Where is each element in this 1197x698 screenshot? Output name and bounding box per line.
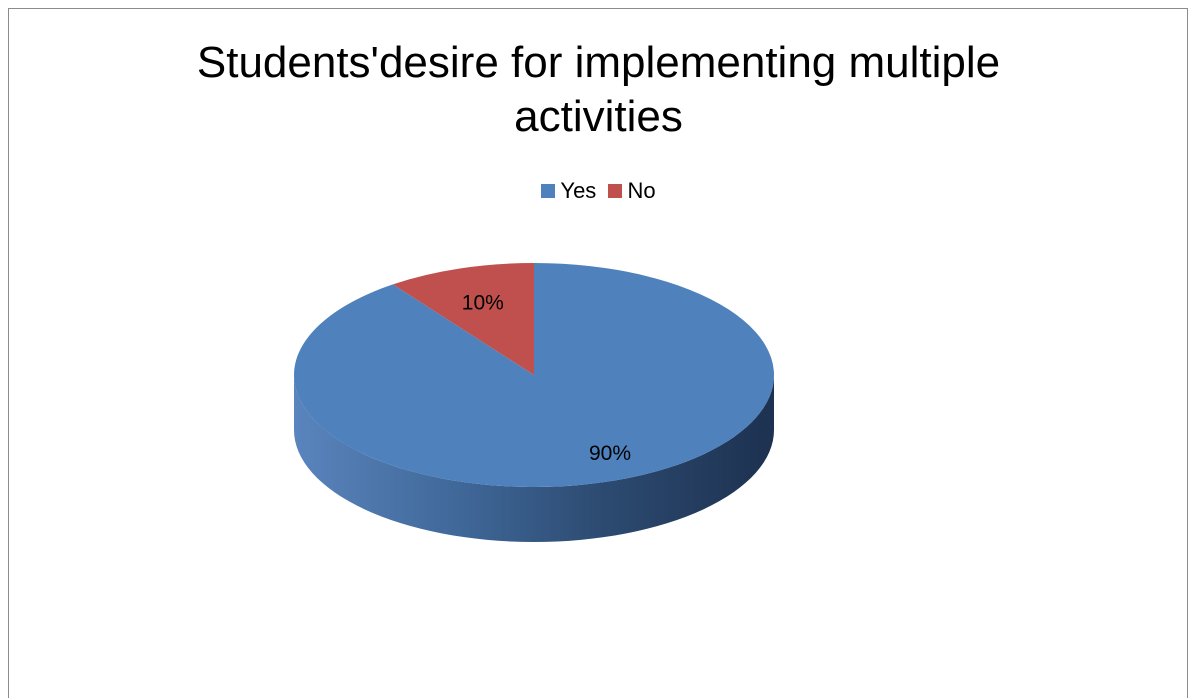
- pie-data-label-yes: 90%: [589, 442, 631, 465]
- pie-slice-no: [392, 263, 534, 375]
- legend-label-yes: Yes: [560, 178, 597, 203]
- legend-swatch-yes: [541, 184, 556, 198]
- pie-root: 90% 10%: [294, 263, 774, 542]
- chart-title: Students'desire for implementing multipl…: [0, 36, 1197, 144]
- legend-label-no: No: [627, 178, 656, 203]
- pie-data-label-no: 10%: [462, 292, 504, 315]
- legend-item-yes: Yes: [541, 178, 596, 204]
- pie-slice-yes: [294, 263, 774, 488]
- legend-swatch-no: [608, 184, 623, 198]
- legend-item-no: No: [608, 178, 656, 204]
- chart-legend: Yes No: [0, 178, 1197, 204]
- pie-side-wall: [294, 375, 774, 542]
- chart-title-line-1: Students'desire for implementing multipl…: [196, 38, 1001, 87]
- chart-title-line-2: activities: [514, 92, 683, 141]
